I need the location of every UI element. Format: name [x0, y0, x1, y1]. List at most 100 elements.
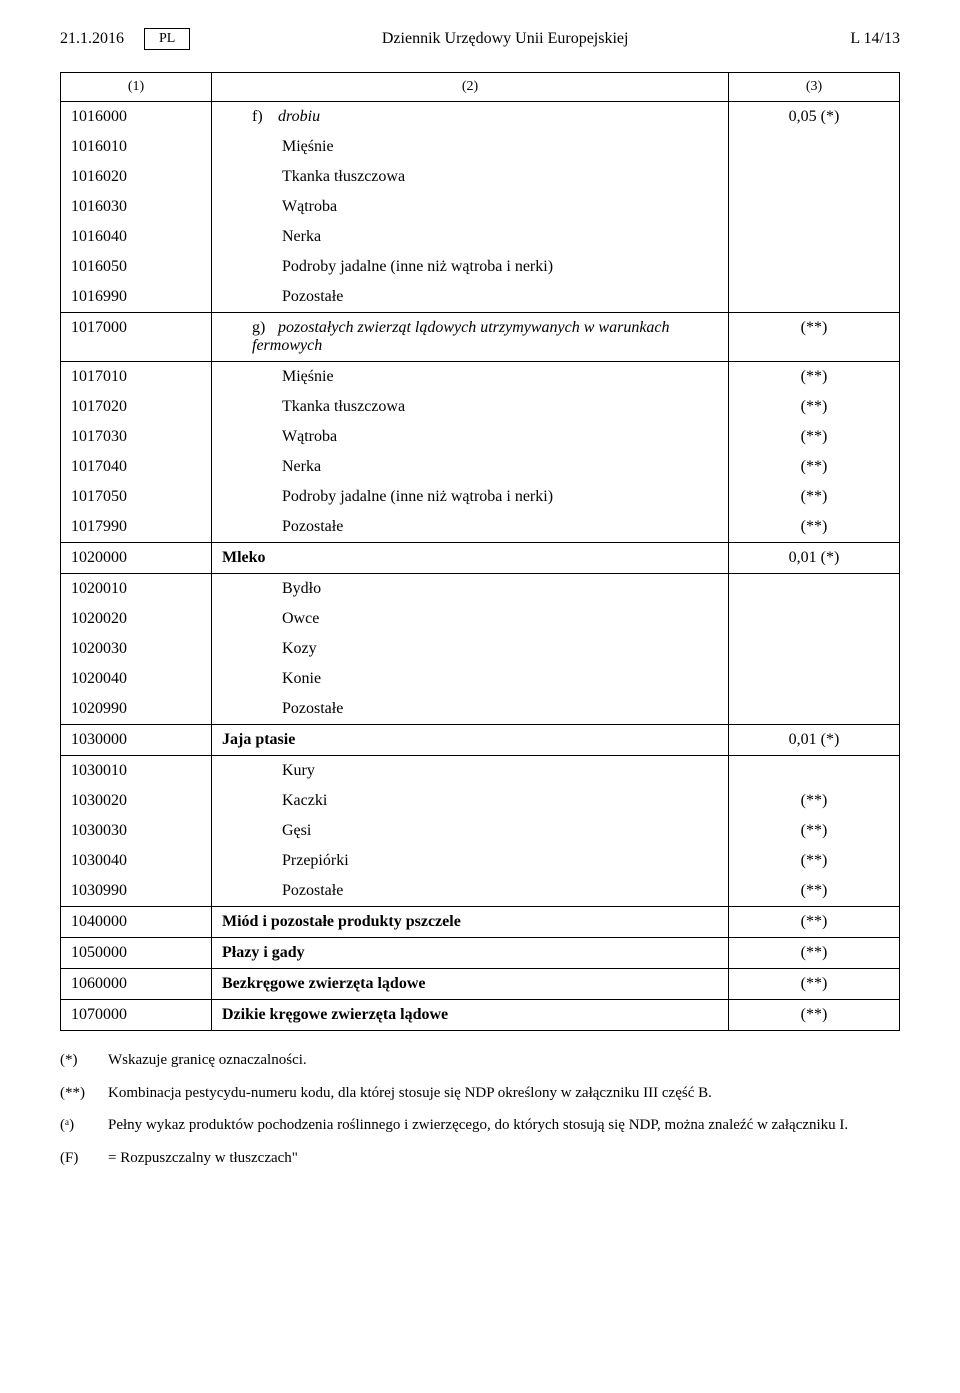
row-desc: Miód i pozostałe produkty pszczele	[222, 913, 461, 930]
value-cell: 0,01 (*)	[729, 725, 900, 756]
code-cell: 1040000	[61, 907, 212, 938]
footnote: (ᵃ)Pełny wykaz produktów pochodzenia roś…	[60, 1114, 900, 1137]
row-prefix: f)	[252, 108, 278, 126]
row-desc: Wątroba	[282, 428, 337, 445]
code-cell: 1016000	[61, 102, 212, 133]
row-desc: Przepiórki	[282, 852, 349, 869]
desc-cell: Wątroba	[212, 192, 729, 222]
data-table: (1)(2)(3)1016000f)drobiu0,05 (*)1016010M…	[60, 72, 900, 1031]
row-desc: Pozostałe	[282, 518, 343, 535]
table-row: 1060000Bezkręgowe zwierzęta lądowe(**)	[61, 969, 900, 1000]
row-desc: Dzikie kręgowe zwierzęta lądowe	[222, 1006, 448, 1023]
footnote-text: Wskazuje granicę oznaczalności.	[108, 1049, 307, 1072]
code-cell: 1016990	[61, 282, 212, 313]
value-cell: (**)	[729, 422, 900, 452]
footnote: (*) Wskazuje granicę oznaczalności.	[60, 1049, 900, 1072]
footnote: (**)Kombinacja pestycydu-numeru kodu, dl…	[60, 1082, 900, 1105]
desc-cell: Pozostałe	[212, 694, 729, 725]
row-prefix: g)	[252, 319, 278, 337]
table-row: 1017010Mięśnie(**)	[61, 362, 900, 393]
value-cell: (**)	[729, 452, 900, 482]
table-row: 1020990Pozostałe	[61, 694, 900, 725]
value-cell: (**)	[729, 907, 900, 938]
value-cell	[729, 694, 900, 725]
footnote: (F)= Rozpuszczalny w tłuszczach"	[60, 1147, 900, 1170]
code-cell: 1016020	[61, 162, 212, 192]
table-row: 1017030 Wątroba (**)	[61, 422, 900, 452]
row-desc: Mleko	[222, 549, 266, 566]
table-row: 1016050Podroby jadalne (inne niż wątroba…	[61, 252, 900, 282]
value-cell: (**)	[729, 313, 900, 362]
row-desc: Pozostałe	[282, 882, 343, 899]
row-desc: Kury	[282, 762, 315, 779]
footnotes: (*) Wskazuje granicę oznaczalności. (**)Ko…	[60, 1049, 900, 1169]
desc-cell: Tkanka tłuszczowa	[212, 162, 729, 192]
desc-cell: Jaja ptasie	[212, 725, 729, 756]
table-row: 1040000 Miód i pozostałe produkty pszczel…	[61, 907, 900, 938]
desc-cell: Kaczki	[212, 786, 729, 816]
value-cell	[729, 574, 900, 605]
code-cell: 1017990	[61, 512, 212, 543]
row-desc: Bydło	[282, 580, 321, 597]
code-cell: 1020040	[61, 664, 212, 694]
value-cell	[729, 756, 900, 787]
code-cell: 1017050	[61, 482, 212, 512]
table-row: 1030000Jaja ptasie0,01 (*)	[61, 725, 900, 756]
value-cell: (**)	[729, 362, 900, 393]
page: 21.1.2016 PL Dziennik Urzędowy Unii Euro…	[0, 0, 960, 1219]
row-desc: Bezkręgowe zwierzęta lądowe	[222, 975, 425, 992]
value-cell	[729, 252, 900, 282]
code-cell: 1020000	[61, 543, 212, 574]
code-cell: 1030040	[61, 846, 212, 876]
table-row: 1030040Przepiórki(**)	[61, 846, 900, 876]
code-cell: 1017030	[61, 422, 212, 452]
desc-cell: Miód i pozostałe produkty pszczele	[212, 907, 729, 938]
footnote-key: (F)	[60, 1147, 96, 1170]
col-header: (2)	[212, 73, 729, 102]
row-desc: Konie	[282, 670, 321, 687]
header-page-ref: L 14/13	[820, 30, 900, 48]
table-row: 1016020 Tkanka tłuszczowa	[61, 162, 900, 192]
code-cell: 1030990	[61, 876, 212, 907]
code-cell: 1017000	[61, 313, 212, 362]
row-desc: Płazy i gady	[222, 944, 305, 961]
value-cell: (**)	[729, 512, 900, 543]
row-desc: Wątroba	[282, 198, 337, 215]
desc-cell: Mleko	[212, 543, 729, 574]
desc-cell: Pozostałe	[212, 282, 729, 313]
col-header: (3)	[729, 73, 900, 102]
row-desc: Mięśnie	[282, 138, 334, 155]
value-cell: (**)	[729, 392, 900, 422]
table-row: 1016000f)drobiu0,05 (*)	[61, 102, 900, 133]
code-cell: 1016030	[61, 192, 212, 222]
table-row: 1016030 Wątroba	[61, 192, 900, 222]
desc-cell: Bydło	[212, 574, 729, 605]
desc-cell: Bezkręgowe zwierzęta lądowe	[212, 969, 729, 1000]
desc-cell: Mięśnie	[212, 362, 729, 393]
value-cell: (**)	[729, 969, 900, 1000]
value-cell: 0,01 (*)	[729, 543, 900, 574]
table-row: 1030010Kury	[61, 756, 900, 787]
row-desc: Nerka	[282, 228, 321, 245]
desc-cell: Przepiórki	[212, 846, 729, 876]
value-cell	[729, 132, 900, 162]
code-cell: 1030020	[61, 786, 212, 816]
table-row: 1016990Pozostałe	[61, 282, 900, 313]
table-row: 1017020Tkanka tłuszczowa(**)	[61, 392, 900, 422]
value-cell: (**)	[729, 876, 900, 907]
row-desc: Jaja ptasie	[222, 731, 295, 748]
value-cell: (**)	[729, 938, 900, 969]
code-cell: 1020030	[61, 634, 212, 664]
footnote-text: Kombinacja pestycydu-numeru kodu, dla kt…	[108, 1082, 712, 1105]
table-row: 1030030Gęsi(**)	[61, 816, 900, 846]
footnote-key: (*)	[60, 1049, 96, 1072]
table-row: 1070000Dzikie kręgowe zwierzęta lądowe(*…	[61, 1000, 900, 1031]
value-cell: (**)	[729, 816, 900, 846]
desc-cell: Kury	[212, 756, 729, 787]
desc-cell: Podroby jadalne (inne niż wątroba i nerk…	[212, 482, 729, 512]
row-desc: Owce	[282, 610, 319, 627]
row-desc: Tkanka tłuszczowa	[282, 168, 405, 185]
row-desc: Tkanka tłuszczowa	[282, 398, 405, 415]
table-row: 1017040Nerka(**)	[61, 452, 900, 482]
footnote-key: (ᵃ)	[60, 1114, 96, 1137]
